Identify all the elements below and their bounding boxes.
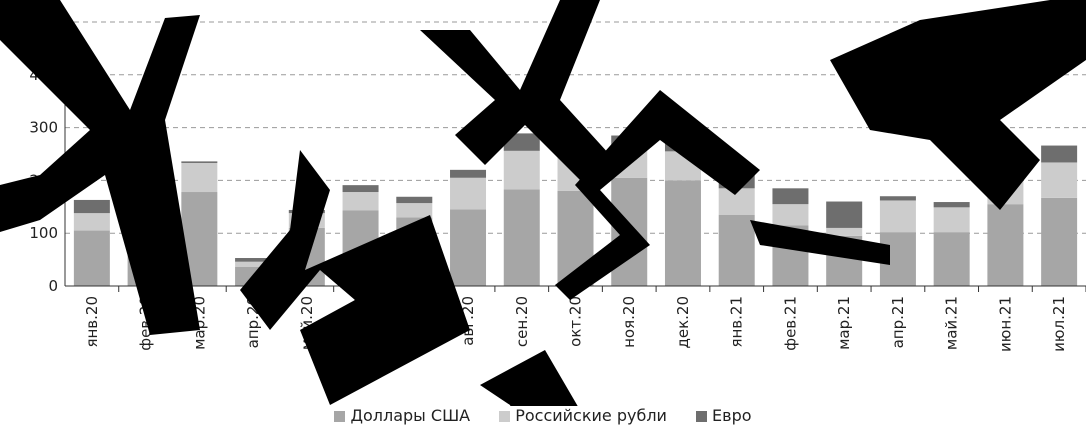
legend-label-rub: Российские рубли (515, 406, 667, 425)
x-tick-label: дек.20 (674, 296, 692, 349)
bar-segment-rub (826, 227, 863, 236)
x-tick-label: фев.21 (781, 296, 799, 351)
legend-item-rub: Российские рубли (499, 406, 667, 425)
bar-segment-usd (1041, 197, 1078, 286)
bar-segment-usd (718, 214, 755, 286)
x-axis-ticks: янв.20фев.20мар.20апр.20май.20июн.20июл.… (83, 296, 1068, 352)
bar-segment-usd (987, 204, 1024, 286)
x-tick-label: июл.21 (1050, 296, 1068, 352)
bar-segment-rub (342, 192, 379, 211)
stacked-bar-chart: 0100200300400500 янв.20фев.20мар.20апр.2… (0, 0, 1086, 406)
bar-segment-usd (503, 189, 540, 286)
x-tick-label: апр.21 (889, 296, 907, 348)
y-tick-label: 0 (48, 277, 58, 295)
x-tick-label: ноя.20 (620, 296, 638, 348)
legend-item-usd: Доллары США (334, 406, 470, 425)
legend-label-eur: Евро (712, 406, 752, 425)
legend-swatch-rub (499, 411, 511, 422)
bar-segment-eur (235, 258, 272, 262)
bar-segment-eur (450, 169, 487, 178)
x-tick-label: сен.20 (513, 296, 531, 347)
x-tick-label: окт.20 (567, 296, 585, 347)
x-tick-label: май.21 (943, 296, 961, 350)
legend-item-eur: Евро (696, 406, 752, 425)
bar-segment-rub (235, 261, 272, 267)
bar-segment-usd (450, 209, 487, 286)
bar-segment-eur (73, 199, 110, 214)
x-tick-label: июн.21 (996, 296, 1014, 352)
bar-segment-eur (503, 133, 540, 151)
legend-swatch-eur (696, 411, 708, 422)
legend-label-usd: Доллары США (350, 406, 471, 425)
x-tick-label: мар.21 (835, 296, 853, 350)
bar-segment-rub (772, 204, 809, 226)
x-tick-label: янв.21 (728, 296, 746, 348)
legend: Доллары США Российские рубли Евро (0, 406, 1086, 425)
bar-segment-usd (664, 180, 701, 286)
bar-segment-eur (181, 161, 218, 163)
bar-segment-eur (933, 202, 970, 208)
bar-segment-eur (396, 196, 433, 204)
bar-segment-eur (772, 188, 809, 205)
bar-segment-rub (503, 150, 540, 190)
bar-segment-eur (826, 201, 863, 228)
y-tick-label: 300 (29, 119, 58, 137)
bar-segment-usd (933, 232, 970, 286)
bar-segment-rub (933, 207, 970, 233)
bar-segment-eur (342, 185, 379, 193)
y-tick-label: 100 (29, 224, 58, 242)
bar-segment-rub (1041, 162, 1078, 198)
bar-segment-usd (73, 230, 110, 286)
x-tick-label: янв.20 (83, 296, 101, 348)
bar-segment-rub (450, 177, 487, 210)
bar-segment-rub (879, 200, 916, 233)
bar-segment-rub (181, 162, 218, 193)
bar-segment-rub (73, 213, 110, 231)
bar-segment-eur (1041, 145, 1078, 163)
bar-segment-rub (396, 203, 433, 218)
watermark-overlay (0, 0, 1086, 406)
legend-swatch-usd (334, 411, 346, 422)
bar-segment-eur (879, 196, 916, 201)
